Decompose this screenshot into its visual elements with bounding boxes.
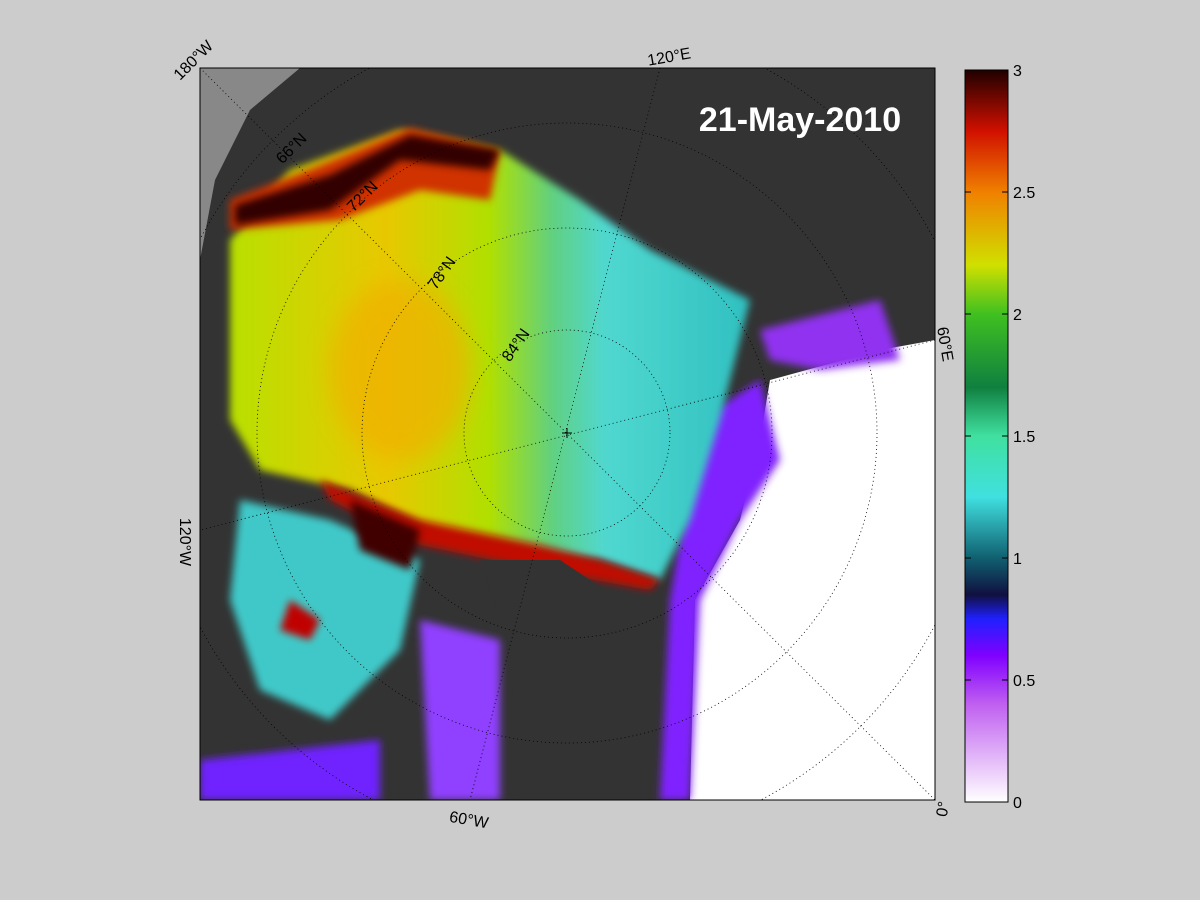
thin-ice-hudson [200, 740, 380, 800]
ice-pack [230, 130, 750, 580]
parallel [361, 227, 773, 639]
map-frame [199, 67, 936, 801]
outer-ocean [200, 68, 300, 260]
meridian [200, 339, 935, 531]
thin-ice-baffin [420, 620, 500, 800]
tick-label: 1 [1013, 551, 1022, 568]
colorbar-scale [964, 69, 1009, 803]
thick-ice-coast [320, 480, 660, 590]
date-title: 21-May-2010 [699, 101, 901, 139]
longitude-label: 120°E [646, 45, 692, 69]
thickest-ice [235, 135, 500, 225]
meridian [200, 68, 935, 800]
pole-marker [562, 428, 572, 438]
graticule [200, 68, 935, 800]
map [200, 68, 935, 800]
open-water [690, 340, 935, 800]
thin-ice-kara [760, 300, 900, 370]
parallel [256, 122, 878, 744]
tick-label: 2 [1013, 307, 1022, 324]
longitude-label: 60°W [448, 809, 491, 833]
tick-label: 0 [1013, 795, 1022, 812]
longitude-label: 120°W [176, 518, 193, 567]
thickest-ice-coast [350, 500, 420, 570]
tick-label: 1.5 [1013, 429, 1035, 446]
thick-ice-patch [280, 600, 320, 640]
tick-label: 3 [1013, 63, 1022, 80]
thick-ice-core [330, 280, 470, 460]
tick-label: 0.5 [1013, 673, 1035, 690]
longitude-label: 0° [934, 800, 953, 818]
longitude-label: 60°E [933, 326, 956, 363]
parallel [463, 329, 671, 537]
colorbar: 0 0.5 1 1.5 2 2.5 3 [964, 63, 1035, 812]
tick-label: 2.5 [1013, 185, 1035, 202]
